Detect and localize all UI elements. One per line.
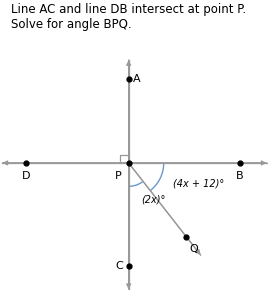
Text: D: D [22,171,30,181]
Text: P: P [115,171,122,181]
Text: (2x)°: (2x)° [141,194,166,205]
Text: (4x + 12)°: (4x + 12)° [173,178,224,189]
Text: C: C [115,261,123,271]
Text: A: A [133,74,141,84]
Text: Line AC and line DB intersect at point P.
Solve for angle BPQ.: Line AC and line DB intersect at point P… [11,3,246,31]
Text: Q: Q [190,244,199,254]
Text: B: B [236,171,243,181]
